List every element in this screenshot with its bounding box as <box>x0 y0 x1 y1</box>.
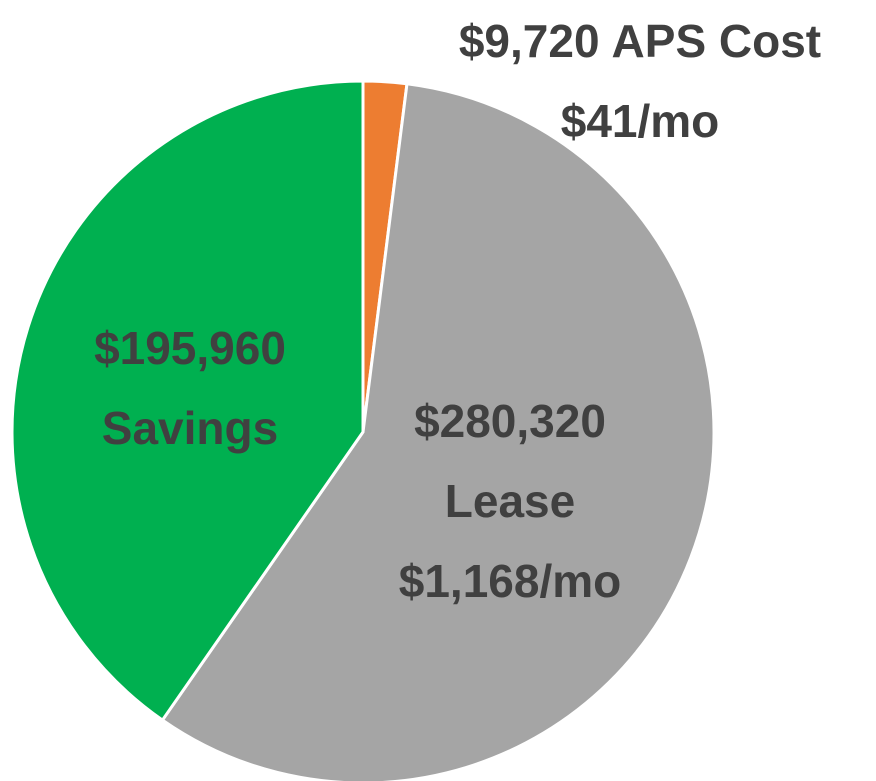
label-text: $280,320 <box>414 395 606 447</box>
slice-label: $41/mo <box>561 95 720 147</box>
label-text: Lease <box>445 475 575 527</box>
slice-label: Lease <box>445 475 575 527</box>
label-text: $1,168/mo <box>399 555 621 607</box>
label-text: Savings <box>102 402 278 454</box>
slice-label: Savings <box>102 402 278 454</box>
label-text: $195,960 <box>94 322 286 374</box>
label-text: $41/mo <box>561 95 720 147</box>
label-text: $9,720 <box>459 15 600 67</box>
slice-label: $280,320 <box>414 395 606 447</box>
slice-label: $1,168/mo <box>399 555 621 607</box>
label-category: APS Cost <box>612 15 822 67</box>
pie-slice <box>160 82 716 781</box>
slice-label: $195,960 <box>94 322 286 374</box>
slice-label: $9,720 APS Cost <box>459 15 821 67</box>
pie-slice <box>10 79 365 723</box>
